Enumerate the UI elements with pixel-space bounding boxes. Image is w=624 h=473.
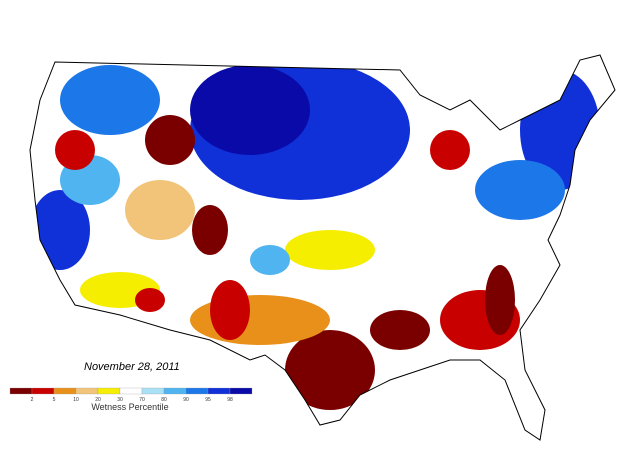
legend-tick-label: 20 — [95, 397, 101, 403]
legend-tick-label: 90 — [183, 397, 189, 403]
legend-tick-label: 5 — [53, 397, 56, 403]
legend-tick-label: 80 — [161, 397, 167, 403]
legend-tick-label: 98 — [227, 397, 233, 403]
legend-title: Wetness Percentile — [91, 402, 168, 412]
legend-tick-label: 30 — [117, 397, 123, 403]
legend-swatch — [31, 387, 55, 395]
legend-swatch — [75, 387, 99, 395]
legend-tick-label: 70 — [139, 397, 145, 403]
legend-swatch — [119, 387, 143, 395]
legend-swatch — [53, 387, 77, 395]
legend-tick-label: 10 — [73, 397, 79, 403]
us-outline — [29, 54, 616, 441]
legend-swatch — [141, 387, 165, 395]
legend-swatch — [207, 387, 231, 395]
map-date: November 28, 2011 — [84, 361, 180, 373]
legend-tick-label: 95 — [205, 397, 211, 403]
legend-swatch — [97, 387, 121, 395]
legend: 2 5 10 20 30 70 80 90 95 98 — [9, 387, 253, 403]
legend-swatch — [9, 387, 33, 395]
legend-swatch — [185, 387, 209, 395]
legend-swatch — [229, 387, 253, 395]
legend-swatch — [163, 387, 187, 395]
legend-tick-label: 2 — [31, 397, 34, 403]
